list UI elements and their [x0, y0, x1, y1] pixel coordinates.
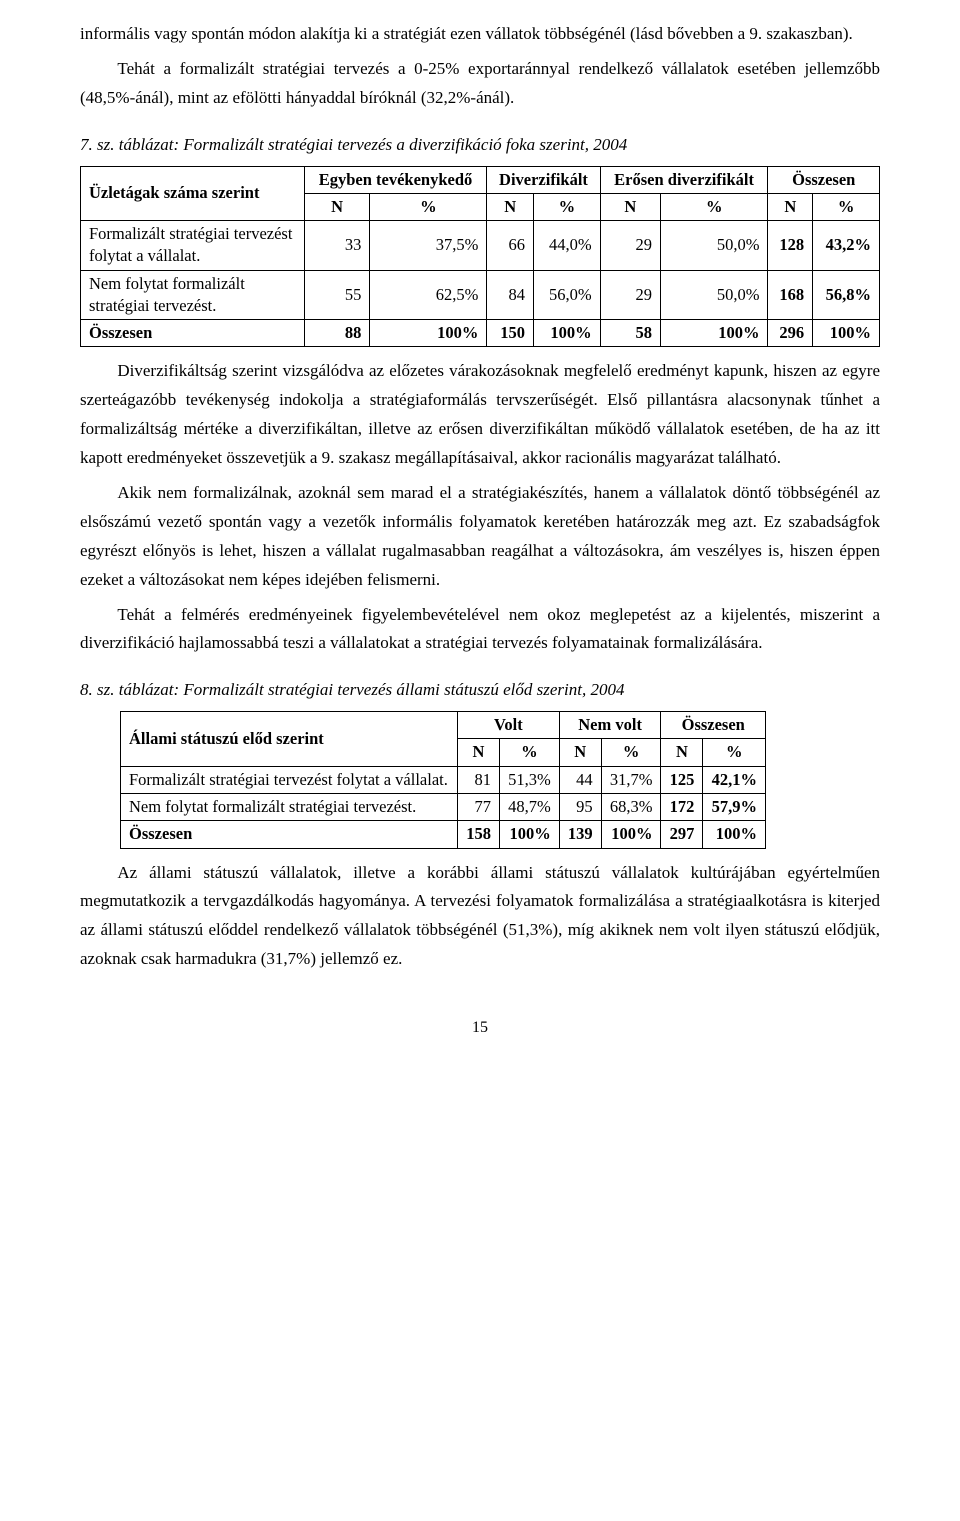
table-cell: 77: [458, 794, 500, 821]
table-8-caption: 8. sz. táblázat: Formalizált stratégiai …: [80, 676, 880, 705]
table-7-head-col4: Összesen: [768, 166, 880, 193]
table-cell: 44,0%: [533, 221, 600, 271]
table-8-header-row-1: Állami státuszú előd szerint Volt Nem vo…: [121, 712, 766, 739]
table-7-sub-n: N: [487, 193, 534, 220]
table-row-label: Formalizált stratégiai tervezést folytat…: [81, 221, 305, 271]
table-7-sub-n: N: [768, 193, 813, 220]
table-7-sub-p: %: [370, 193, 487, 220]
table-cell: 100%: [813, 320, 880, 347]
table-row: Nem folytat formalizált stratégiai terve…: [81, 270, 880, 320]
table-cell: 55: [304, 270, 370, 320]
table-cell: 168: [768, 270, 813, 320]
page-number: 15: [80, 1014, 880, 1041]
table-cell: 44: [559, 766, 601, 793]
table-8-sub-p: %: [601, 739, 661, 766]
table-row-total: Összesen 88 100% 150 100% 58 100% 296 10…: [81, 320, 880, 347]
table-cell: 56,0%: [533, 270, 600, 320]
table-cell: 33: [304, 221, 370, 271]
table-8-head-col1: Volt: [458, 712, 560, 739]
table-cell: 139: [559, 821, 601, 848]
table-7: Üzletágak száma szerint Egyben tevékenyk…: [80, 166, 880, 348]
table-cell: 48,7%: [499, 794, 559, 821]
table-7-sub-n: N: [600, 193, 660, 220]
table-cell: 172: [661, 794, 703, 821]
table-row: Formalizált stratégiai tervezést folytat…: [81, 221, 880, 271]
table-cell: 56,8%: [813, 270, 880, 320]
table-cell: 100%: [703, 821, 766, 848]
table-8-sub-n: N: [458, 739, 500, 766]
paragraph-3: Diverzifikáltság szerint vizsgálódva az …: [80, 357, 880, 473]
table-cell: 158: [458, 821, 500, 848]
table-row-label: Nem folytat formalizált stratégiai terve…: [81, 270, 305, 320]
page-content: informális vagy spontán módon alakítja k…: [0, 0, 960, 1081]
table-cell: 84: [487, 270, 534, 320]
paragraph-1: informális vagy spontán módon alakítja k…: [80, 20, 880, 49]
table-cell: 51,3%: [499, 766, 559, 793]
table-cell: 125: [661, 766, 703, 793]
table-7-sub-n: N: [304, 193, 370, 220]
table-7-head-col3: Erősen diverzifikált: [600, 166, 768, 193]
table-7-head-col1: Egyben tevékenykedő: [304, 166, 487, 193]
table-8-sub-p: %: [499, 739, 559, 766]
table-7-head-col0: Üzletágak száma szerint: [81, 166, 305, 221]
table-7-sub-p: %: [813, 193, 880, 220]
table-8-head-col2: Nem volt: [559, 712, 661, 739]
table-cell: 100%: [533, 320, 600, 347]
table-cell: 100%: [370, 320, 487, 347]
paragraph-2: Tehát a formalizált stratégiai tervezés …: [80, 55, 880, 113]
table-cell: 150: [487, 320, 534, 347]
table-cell: 29: [600, 221, 660, 271]
table-cell: 50,0%: [661, 221, 768, 271]
table-7-head-col2: Diverzifikált: [487, 166, 600, 193]
table-8-head-col3: Összesen: [661, 712, 766, 739]
paragraph-4: Akik nem formalizálnak, azoknál sem mara…: [80, 479, 880, 595]
paragraph-6: Az állami státuszú vállalatok, illetve a…: [80, 859, 880, 975]
table-row: Formalizált stratégiai tervezést folytat…: [121, 766, 766, 793]
table-row-label: Összesen: [81, 320, 305, 347]
table-8-sub-n: N: [661, 739, 703, 766]
table-7-sub-p: %: [661, 193, 768, 220]
paragraph-5: Tehát a felmérés eredményeinek figyelemb…: [80, 601, 880, 659]
table-cell: 57,9%: [703, 794, 766, 821]
table-8-head-col0: Állami státuszú előd szerint: [121, 712, 458, 767]
table-cell: 100%: [499, 821, 559, 848]
table-cell: 66: [487, 221, 534, 271]
table-7-sub-p: %: [533, 193, 600, 220]
table-cell: 88: [304, 320, 370, 347]
table-8-sub-p: %: [703, 739, 766, 766]
table-cell: 296: [768, 320, 813, 347]
table-cell: 62,5%: [370, 270, 487, 320]
table-cell: 43,2%: [813, 221, 880, 271]
table-cell: 95: [559, 794, 601, 821]
table-cell: 29: [600, 270, 660, 320]
table-row-label: Összesen: [121, 821, 458, 848]
table-cell: 100%: [601, 821, 661, 848]
table-cell: 128: [768, 221, 813, 271]
table-cell: 297: [661, 821, 703, 848]
table-cell: 100%: [661, 320, 768, 347]
table-row-label: Nem folytat formalizált stratégiai terve…: [121, 794, 458, 821]
table-row-total: Összesen 158 100% 139 100% 297 100%: [121, 821, 766, 848]
table-cell: 58: [600, 320, 660, 347]
table-row: Nem folytat formalizált stratégiai terve…: [121, 794, 766, 821]
table-cell: 37,5%: [370, 221, 487, 271]
table-8: Állami státuszú előd szerint Volt Nem vo…: [120, 711, 766, 848]
table-cell: 42,1%: [703, 766, 766, 793]
table-cell: 31,7%: [601, 766, 661, 793]
table-7-caption: 7. sz. táblázat: Formalizált stratégiai …: [80, 131, 880, 160]
table-cell: 81: [458, 766, 500, 793]
table-cell: 68,3%: [601, 794, 661, 821]
table-cell: 50,0%: [661, 270, 768, 320]
table-8-sub-n: N: [559, 739, 601, 766]
table-7-header-row-1: Üzletágak száma szerint Egyben tevékenyk…: [81, 166, 880, 193]
table-row-label: Formalizált stratégiai tervezést folytat…: [121, 766, 458, 793]
